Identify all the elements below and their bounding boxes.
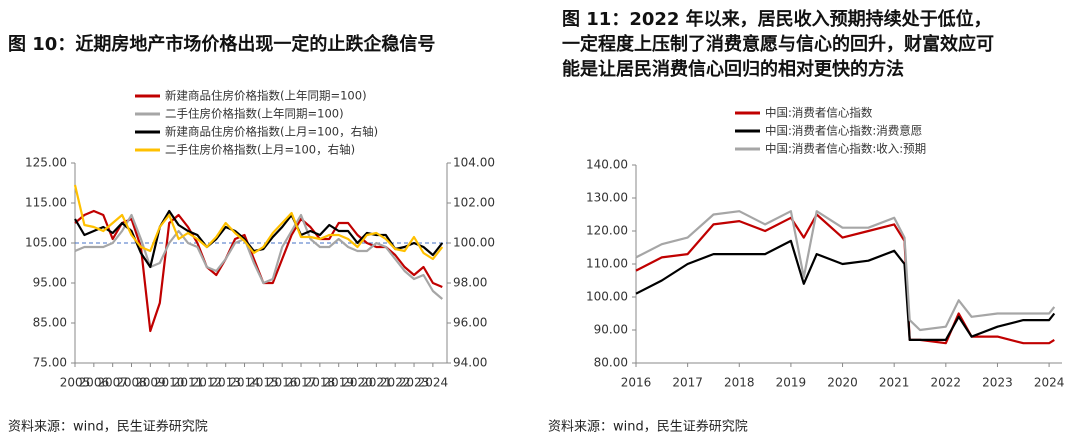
y-tick-label: 95.00 [33, 276, 67, 290]
y-tick-label: 125.00 [25, 156, 67, 170]
y-tick-label: 140.00 [586, 158, 628, 172]
series-line [635, 210, 1056, 332]
series-line [74, 213, 444, 300]
x-tick-label: 2011 [173, 376, 204, 390]
legend-label: 二手住房价格指数(上年同期=100) [165, 107, 344, 121]
x-tick-label: 2019 [776, 376, 807, 390]
y2-tick-label: 102.00 [453, 196, 495, 210]
x-tick-label: 2006 [79, 376, 110, 390]
x-tick-label: 2017 [672, 376, 703, 390]
y2-tick-label: 100.00 [453, 236, 495, 250]
y-tick-label: 130.00 [586, 191, 628, 205]
chart-title: 图 11：2022 年以来，居民收入预期持续处于低位， [562, 8, 992, 30]
y-tick-label: 85.00 [33, 316, 67, 330]
legend-label: 中国:消费者信心指数 [765, 106, 873, 120]
chart-title: 能是让居民消费信心回归的相对更快的方法 [562, 58, 904, 80]
x-tick-label: 2019 [323, 376, 354, 390]
x-tick-label: 2023 [399, 376, 430, 390]
y2-tick-label: 104.00 [453, 156, 495, 170]
y-tick-label: 105.00 [25, 236, 67, 250]
x-tick-label: 2023 [982, 376, 1013, 390]
x-tick-label: 2014 [229, 376, 260, 390]
y2-tick-label: 96.00 [453, 316, 487, 330]
x-tick-label: 2017 [286, 376, 317, 390]
y-tick-label: 120.00 [586, 224, 628, 238]
series-line [635, 239, 1056, 341]
x-tick-label: 2005 [60, 376, 91, 390]
legend-label: 新建商品住房价格指数(上年同期=100) [165, 89, 367, 103]
x-tick-label: 2022 [380, 376, 411, 390]
y-tick-label: 90.00 [594, 323, 628, 337]
x-tick-label: 2022 [931, 376, 962, 390]
y-tick-label: 75.00 [33, 356, 67, 370]
x-tick-label: 2008 [116, 376, 147, 390]
x-tick-label: 2024 [1034, 376, 1065, 390]
x-tick-label: 2018 [305, 376, 336, 390]
x-tick-label: 2012 [192, 376, 223, 390]
y2-tick-label: 98.00 [453, 276, 487, 290]
chart-title: 一定程度上压制了消费意愿与信心的回升，财富效应可 [562, 33, 994, 55]
x-tick-label: 2020 [827, 376, 858, 390]
series-line [635, 213, 1055, 345]
series-line [73, 184, 444, 261]
x-tick-label: 2021 [361, 376, 392, 390]
x-tick-label: 2015 [248, 376, 279, 390]
x-tick-label: 2024 [418, 376, 449, 390]
x-tick-label: 2021 [879, 376, 910, 390]
x-tick-label: 2009 [135, 376, 166, 390]
x-tick-label: 2013 [210, 376, 241, 390]
x-tick-label: 2020 [342, 376, 373, 390]
x-tick-label: 2016 [267, 376, 298, 390]
chart-title: 图 10：近期房地产市场价格出现一定的止跌企稳信号 [8, 33, 435, 55]
y2-tick-label: 94.00 [453, 356, 487, 370]
legend-label: 新建商品住房价格指数(上月=100，右轴) [165, 125, 378, 139]
y-tick-label: 100.00 [586, 290, 628, 304]
x-tick-label: 2010 [154, 376, 185, 390]
legend-label: 中国:消费者信心指数:消费意愿 [765, 124, 922, 138]
y-tick-label: 80.00 [594, 356, 628, 370]
y-tick-label: 110.00 [586, 257, 628, 271]
legend-label: 中国:消费者信心指数:收入:预期 [765, 142, 926, 156]
y-tick-label: 115.00 [25, 196, 67, 210]
x-tick-label: 2016 [621, 376, 652, 390]
source-note: 资料来源：wind，民生证券研究院 [548, 419, 748, 435]
legend-label: 二手住房价格指数(上月=100，右轴) [165, 143, 355, 157]
x-tick-label: 2018 [724, 376, 755, 390]
x-tick-label: 2007 [97, 376, 128, 390]
source-note: 资料来源：wind，民生证券研究院 [8, 419, 208, 435]
